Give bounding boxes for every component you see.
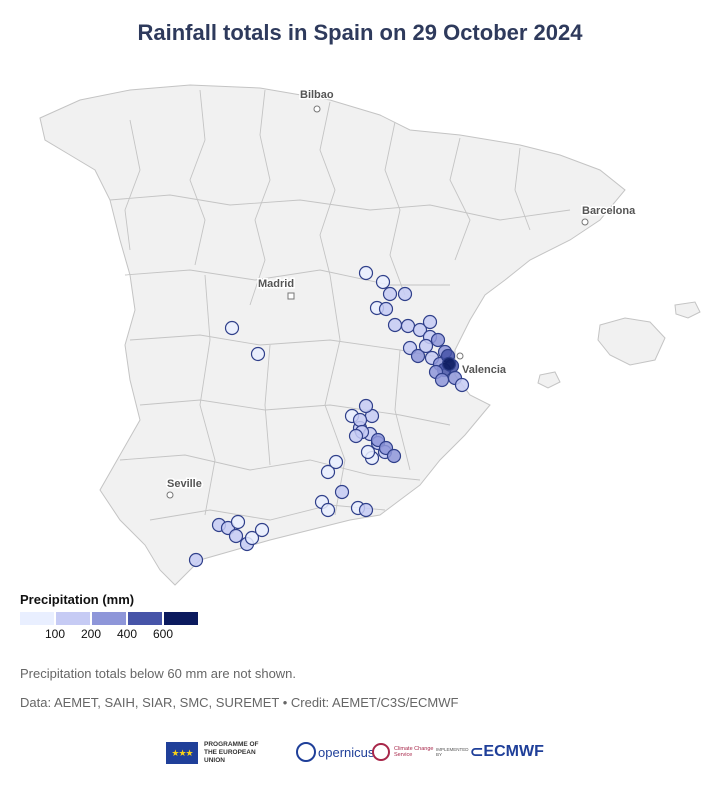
eu-line-2: THE EUROPEAN UNION [204,749,256,764]
legend-ticks: 100 200 400 600 [20,627,200,643]
c3s-logo: Climate Change Service [372,743,434,761]
logo-strip: ★★★ PROGRAMME OF THE EUROPEAN UNION oper… [0,738,720,768]
city-barcelona: Barcelona [581,204,638,226]
station-marker [422,314,438,330]
station-marker [188,552,204,568]
ecmwf-text: ECMWF [483,743,544,760]
station-marker [375,274,391,290]
station-marker [348,428,364,444]
station-marker [244,530,260,546]
station-marker [334,484,350,500]
spain-land [39,84,626,586]
station-marker [230,514,246,530]
eu-logo: ★★★ PROGRAMME OF THE EUROPEAN UNION [166,741,274,765]
station-marker [378,301,394,317]
chart-title: Rainfall totals in Spain on 29 October 2… [137,20,583,45]
station-marker [434,372,450,388]
legend-tick: 100 [44,627,66,641]
station-marker [430,332,446,348]
precipitation-stations [188,265,470,568]
land [39,84,701,586]
legend-swatch [164,612,198,625]
legend-tick: 200 [80,627,102,641]
spain-map: Bilbao Barcelona Madrid Valencia Seville [39,84,701,586]
legend-tick: 400 [116,627,138,641]
city-seville: Seville [166,477,203,499]
station-marker [358,398,374,414]
c3s-icon [372,743,390,761]
eu-line-1: PROGRAMME OF [204,741,259,748]
station-marker [224,320,240,336]
implemented-by-text: IMPLEMENTED BY [436,747,469,757]
legend-swatch [92,612,126,625]
station-marker [360,444,376,460]
station-marker [352,412,368,428]
station-marker [441,356,457,372]
mallorca-island [597,317,666,366]
station-marker [454,377,470,393]
station-marker [418,338,434,354]
city-label: Barcelona [582,205,636,217]
city-label: Seville [167,478,202,490]
ecmwf-icon: ⊂ [470,744,484,761]
city-marker [287,292,295,300]
province-borders [109,89,571,521]
legend-swatch [128,612,162,625]
station-marker [397,286,413,302]
city-label: Valencia [462,364,507,376]
station-marker [358,265,374,281]
legend-tick: 600 [152,627,174,641]
menorca-island [674,301,701,319]
station-marker [254,522,270,538]
station-marker [387,317,403,333]
station-marker [410,348,426,364]
city-valencia: Valencia [456,352,508,378]
legend-swatch [20,612,54,625]
legend-swatch [56,612,90,625]
legend-color-bar [20,612,200,625]
copernicus-icon [296,742,316,762]
copernicus-logo: opernicus [296,742,374,762]
city-label: Bilbao [300,89,334,101]
city-marker [581,218,589,226]
city-marker [456,352,464,360]
source-credit: Data: AEMET, SAIH, SIAR, SMC, SUREMET • … [20,695,459,710]
station-marker [412,322,428,338]
station-marker [228,528,244,544]
station-marker [320,502,336,518]
station-marker [328,454,344,470]
ibiza-island [537,371,561,389]
station-marker [400,318,416,334]
city-bilbao: Bilbao [299,88,335,113]
threshold-note: Precipitation totals below 60 mm are not… [20,666,297,681]
eu-programme-text: PROGRAMME OF THE EUROPEAN UNION [204,741,274,765]
city-marker [166,491,174,499]
copernicus-text: opernicus [318,744,375,760]
ecmwf-logo: IMPLEMENTED BY ⊂ ECMWF [436,742,544,762]
station-marker [320,464,336,480]
city-madrid: Madrid [257,277,296,300]
station-marker [358,502,374,518]
c3s-text: Climate Change Service [394,746,434,758]
legend-title: Precipitation (mm) [20,592,135,607]
legend: Precipitation (mm) 100 200 400 600 [20,592,200,643]
station-marker [386,448,402,464]
eu-flag-icon: ★★★ [166,742,198,764]
city-label: Madrid [258,278,294,290]
station-marker [250,346,266,362]
station-marker [382,286,398,302]
city-marker [313,105,321,113]
